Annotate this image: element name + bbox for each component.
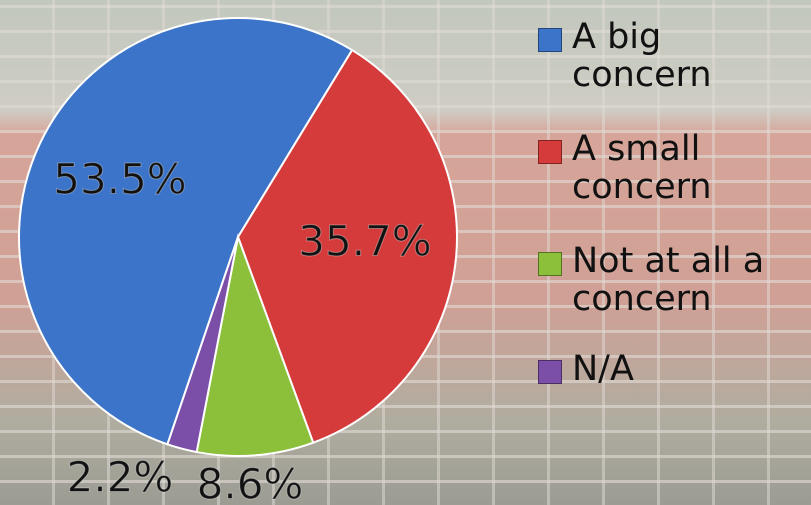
legend-item: A big concern [538,18,788,94]
data-label: 53.5% [53,155,186,204]
legend-item: Not at all a concern [538,242,788,318]
data-label: 2.2% [67,453,174,502]
legend-swatch [538,360,562,384]
data-label: 8.6% [197,460,304,505]
legend-swatch [538,28,562,52]
pie-slice [166,236,239,454]
pie-slice [236,48,458,444]
legend-item: N/A [538,350,788,388]
pie-slice [18,17,354,446]
pie-slice [195,233,315,457]
legend-label: Not at all a concern [572,241,765,319]
legend-item: A small concern [538,130,788,206]
data-label: 35.7% [298,217,431,266]
legend-label: N/A [572,349,634,389]
legend-label: A big concern [572,17,712,95]
legend-swatch [538,140,562,164]
legend-label: A small concern [572,129,712,207]
legend-swatch [538,252,562,276]
